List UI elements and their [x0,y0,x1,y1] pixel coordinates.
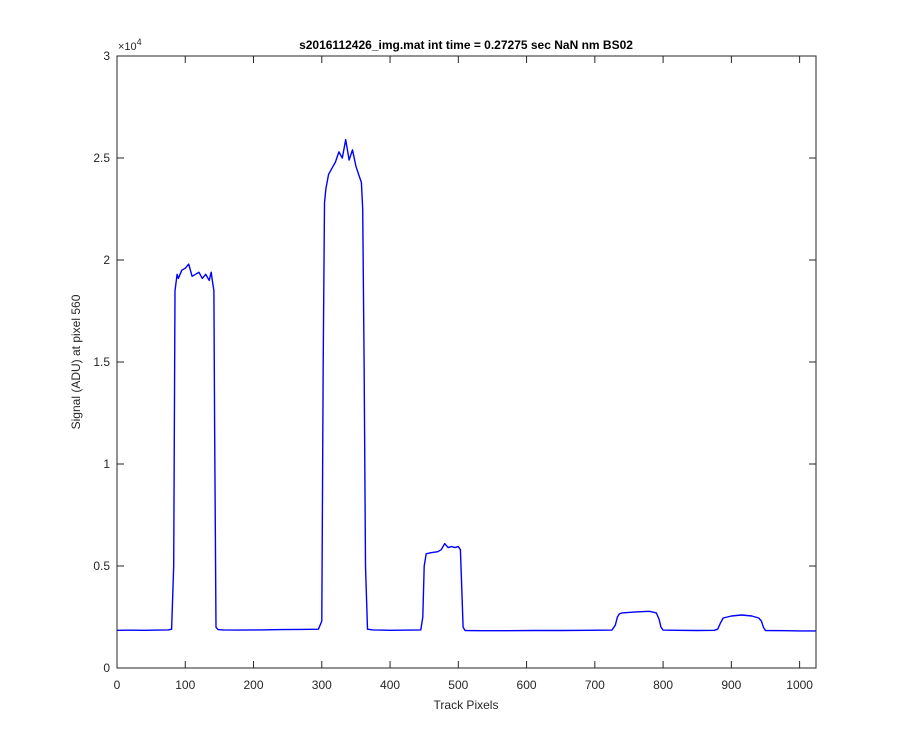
x-tick-label: 700 [585,678,605,692]
x-tick-label: 0 [114,678,121,692]
chart-title: s2016112426_img.mat int time = 0.27275 s… [299,38,633,52]
y-tick-label: 2.5 [93,151,110,165]
y-exponent-base: ×10 [118,41,137,53]
x-axis-ticks: 0 100 200 300 400 500 600 700 800 900 1000 [114,56,813,692]
series-line-0 [116,138,816,632]
y-tick-label: 1.5 [93,355,110,369]
x-tick-label: 200 [244,678,264,692]
x-tick-label: 400 [380,678,400,692]
y-axis-ticks: 0 0.5 1 1.5 2 2.5 3 [93,49,816,675]
y-tick-label: 3 [103,49,110,63]
y-exponent-label: ×104 [118,37,142,53]
x-tick-label: 600 [517,678,537,692]
x-axis-label: Track Pixels [434,698,499,712]
y-tick-label: 0.5 [93,559,110,573]
y-tick-label: 0 [103,661,110,675]
x-tick-label: 900 [721,678,741,692]
y-tick-label: 2 [103,253,110,267]
x-tick-label: 800 [653,678,673,692]
y-axis-label: Signal (ADU) at pixel 560 [69,294,83,429]
x-tick-label: 500 [448,678,468,692]
x-tick-label: 300 [312,678,332,692]
y-exponent-power: 4 [137,37,142,47]
x-tick-label: 100 [175,678,195,692]
y-tick-label: 1 [103,457,110,471]
series-layer [116,138,816,632]
x-tick-label: 1000 [786,678,813,692]
plot-area [117,56,816,668]
